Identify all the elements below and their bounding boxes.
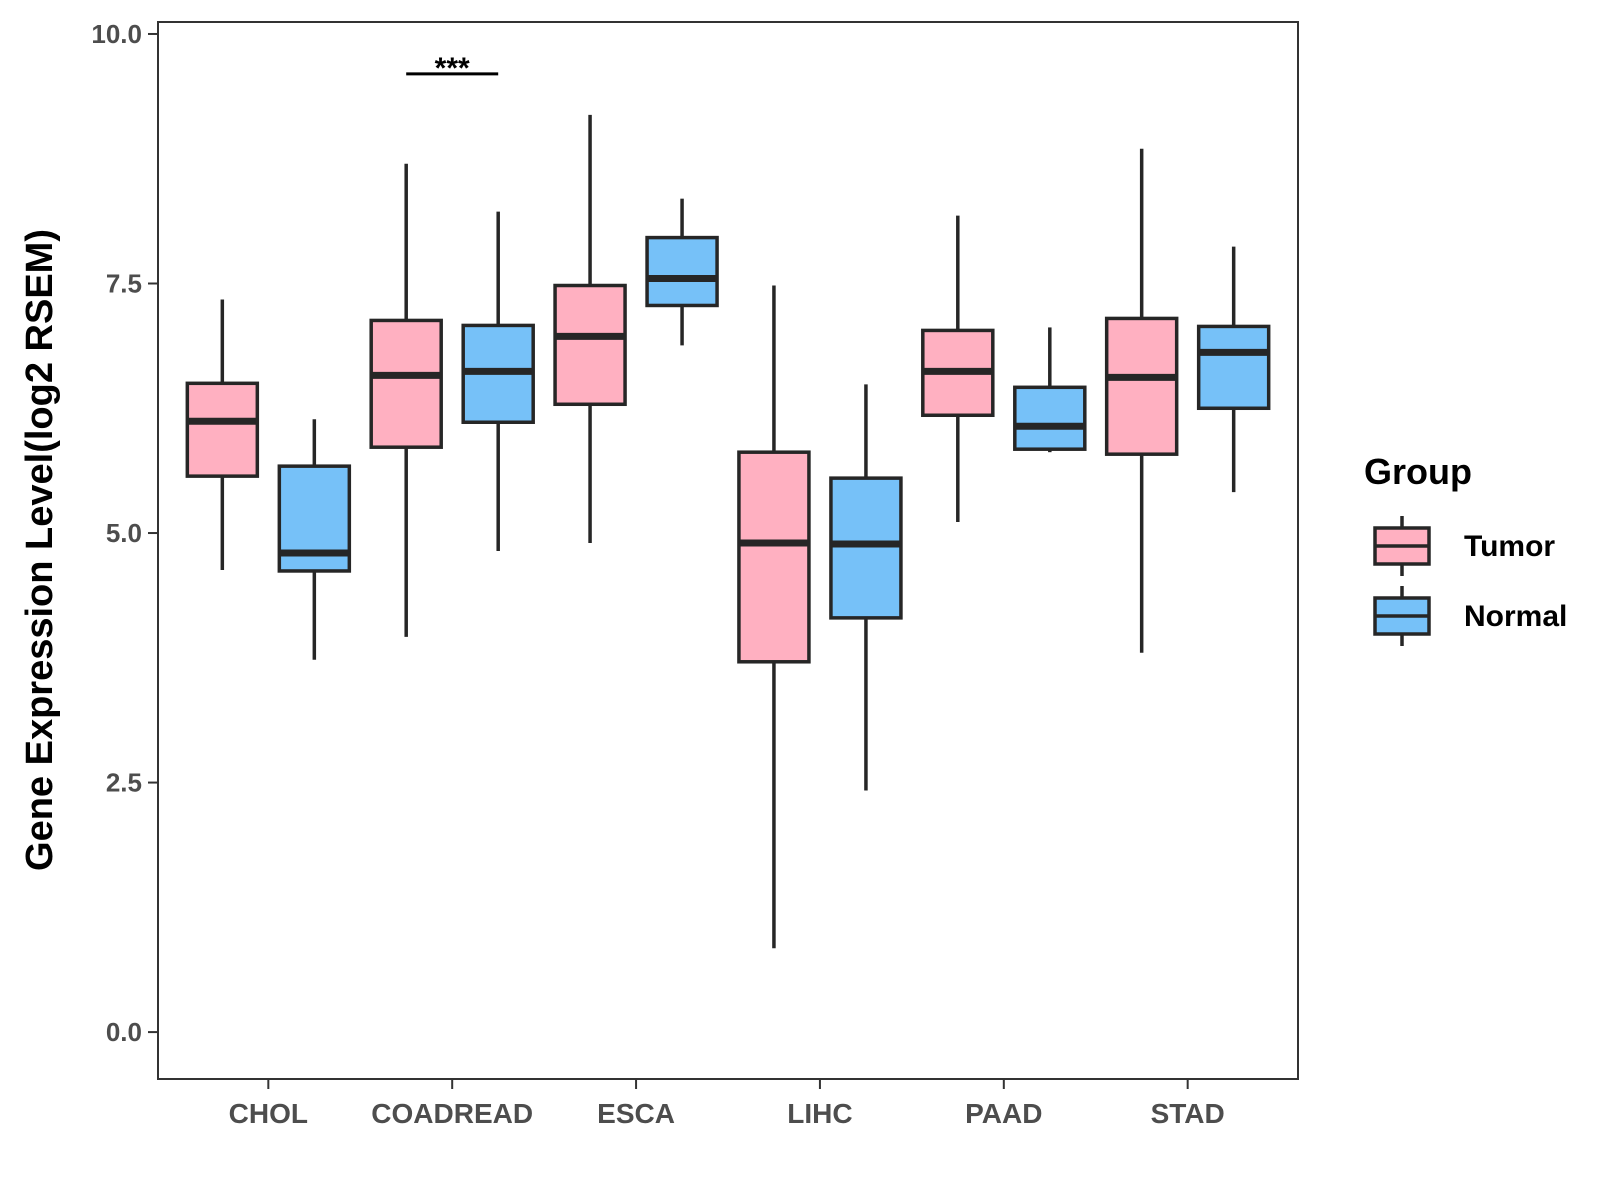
iqr-box	[737, 450, 811, 664]
y-tick-label: 5.0	[106, 518, 142, 548]
plot-panel-border	[157, 21, 1299, 1080]
iqr-box	[369, 318, 443, 449]
iqr-box	[1013, 385, 1087, 451]
x-tick-label-esca: ESCA	[597, 1098, 675, 1129]
y-axis: 0.0 2.5 5.0 7.5 10.0	[91, 19, 158, 1047]
x-tick-label-stad: STAD	[1151, 1098, 1225, 1129]
iqr-box	[185, 381, 260, 478]
iqr-box	[829, 476, 903, 620]
box-tumor-chol	[185, 299, 260, 570]
significance-label: ***	[435, 52, 470, 85]
x-tick-label-paad: PAAD	[965, 1098, 1042, 1129]
y-tick-label: 10.0	[91, 19, 142, 49]
box-normal-coadread	[461, 211, 535, 551]
x-tick-label-coadread: COADREAD	[371, 1098, 533, 1129]
box-normal-paad	[1013, 327, 1087, 453]
box-tumor-stad	[1104, 148, 1179, 653]
y-tick-label: 0.0	[106, 1017, 142, 1047]
legend: Group Tumor Normal	[1364, 451, 1567, 646]
y-axis-title: Gene Expression Level(log2 RSEM)	[19, 229, 61, 871]
x-axis: CHOL COADREAD ESCA LIHC PAAD STAD	[229, 1079, 1225, 1129]
box-normal-stad	[1196, 246, 1271, 493]
box-normal-chol	[277, 419, 352, 660]
y-tick-label: 2.5	[106, 768, 142, 798]
box-normal-esca	[645, 198, 719, 346]
x-tick-label-lihc: LIHC	[787, 1098, 852, 1129]
legend-label: Normal	[1464, 600, 1567, 633]
x-tick-label-chol: CHOL	[229, 1098, 308, 1129]
legend-item-normal: Normal	[1373, 586, 1567, 646]
y-tick-label: 7.5	[106, 269, 142, 299]
box-tumor-esca	[553, 114, 627, 544]
iqr-box	[645, 235, 719, 308]
legend-title: Group	[1364, 451, 1472, 492]
legend-label: Tumor	[1464, 530, 1555, 563]
iqr-box	[553, 283, 627, 407]
plot-elements: ***	[185, 52, 1271, 949]
box-normal-lihc	[829, 384, 903, 791]
box-tumor-coadread	[369, 163, 443, 637]
iqr-box	[1196, 324, 1271, 411]
box-tumor-paad	[921, 215, 995, 523]
iqr-box	[1104, 316, 1179, 456]
legend-item-tumor: Tumor	[1373, 516, 1555, 576]
box-tumor-lihc	[737, 285, 811, 949]
